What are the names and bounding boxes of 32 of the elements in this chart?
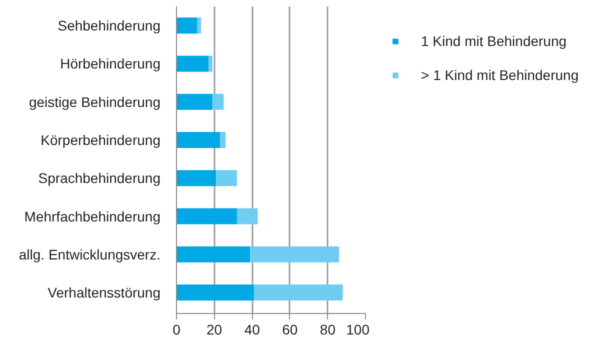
bar (176, 132, 220, 148)
x-tick-label: 0 (172, 322, 181, 338)
bar (176, 246, 250, 262)
bar (250, 246, 340, 262)
y-tick-label: Verhaltensstörung (48, 284, 161, 301)
x-tick-label: 80 (320, 322, 336, 338)
bar (216, 170, 237, 186)
y-tick-label: Hörbehinderung (60, 56, 160, 72)
bar (254, 284, 343, 301)
bar (176, 94, 212, 110)
bar (220, 132, 226, 148)
bar (176, 18, 198, 34)
bar (176, 56, 209, 72)
x-tick-label: 20 (206, 322, 222, 338)
x-tick-label: 60 (282, 322, 298, 338)
y-tick-label: allg. Entwicklungsverz. (18, 246, 161, 262)
y-tick-label: Sehbehinderung (58, 18, 161, 34)
y-tick-label: Mehrfachbehinderung (24, 208, 161, 224)
bar (212, 94, 224, 110)
bar (176, 170, 216, 186)
legend-label: > 1 Kind mit Behinderung (421, 67, 579, 83)
bar (176, 208, 237, 224)
bar (208, 56, 212, 72)
bar (197, 18, 202, 34)
bar (236, 208, 258, 224)
y-tick-label: Körperbehinderung (40, 132, 161, 148)
x-tick-label: 40 (244, 322, 260, 338)
bar (176, 284, 254, 301)
y-tick-label: Sprachbehinderung (38, 170, 161, 186)
legend-label: 1 Kind mit Behinderung (421, 33, 567, 49)
x-tick-label: 100 (346, 322, 370, 338)
y-tick-label: geistige Behinderung (28, 94, 161, 110)
